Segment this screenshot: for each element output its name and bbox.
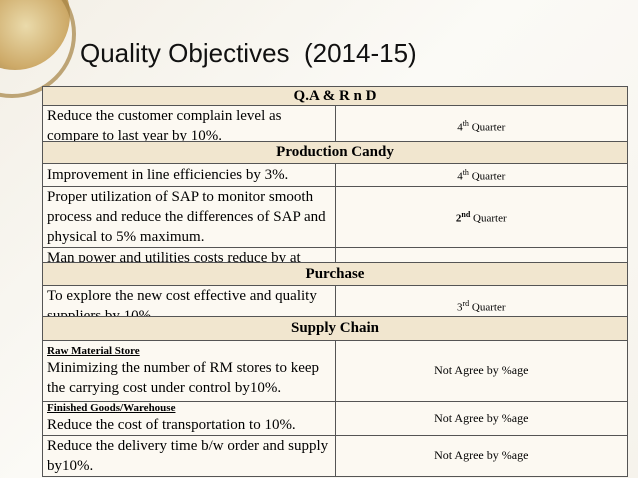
section-header: Production Candy bbox=[42, 141, 628, 164]
status-word: Quarter bbox=[471, 301, 506, 314]
status-suffix: th bbox=[462, 119, 469, 129]
section-header-row: Supply Chain bbox=[42, 316, 628, 341]
objective-cell: Reduce the delivery time b/w order and s… bbox=[42, 435, 336, 477]
objective-cell: Finished Goods/Warehouse Reduce the cost … bbox=[42, 401, 336, 436]
status-cell: Not Agree by %age bbox=[334, 401, 628, 436]
objective-row: Proper utilization of SAP to monitor smo… bbox=[42, 186, 628, 248]
objective-text: Reduce the cost of transportation to 10%… bbox=[47, 417, 296, 433]
status-cell: 4th Quarter bbox=[334, 163, 628, 187]
objective-text: Proper utilization of SAP to monitor smo… bbox=[47, 189, 326, 245]
status-suffix: th bbox=[462, 168, 469, 178]
section-header-row: Q.A & R n D bbox=[42, 86, 628, 106]
status-number: 4 bbox=[457, 121, 463, 134]
objective-row: Reduce the customer complain level as co… bbox=[42, 105, 628, 147]
objective-cell: Raw Material Store Minimizing the number … bbox=[42, 340, 336, 402]
objective-cell: Proper utilization of SAP to monitor smo… bbox=[42, 186, 336, 248]
objective-label: Raw Material Store bbox=[47, 344, 140, 357]
objective-text: Reduce the customer complain level as co… bbox=[47, 108, 282, 144]
status-number: 3 bbox=[456, 301, 463, 314]
objective-row: Finished Goods/Warehouse Reduce the cost … bbox=[42, 401, 628, 436]
objective-cell: Improvement in line efficiencies by 3%. bbox=[42, 163, 336, 187]
objective-text: Minimizing the number of RM stores to ke… bbox=[47, 359, 320, 396]
status-number: 4 bbox=[457, 170, 463, 183]
status-word: Quarter bbox=[471, 121, 506, 134]
section-header: Q.A & R n D bbox=[42, 86, 628, 106]
status-word: Quarter bbox=[473, 212, 507, 225]
status-cell: 2nd Quarter bbox=[334, 186, 628, 248]
section-header-row: Purchase bbox=[42, 262, 628, 286]
section-header-row: Production Candy bbox=[42, 141, 628, 164]
status-text: Not Agree by %age bbox=[434, 363, 529, 377]
status-number: 2 bbox=[455, 212, 462, 225]
objective-label: Finished Goods/Warehouse bbox=[47, 402, 176, 414]
objective-text: Reduce the delivery time b/w order and s… bbox=[47, 438, 329, 474]
status-cell: Not Agree by %age bbox=[334, 435, 628, 477]
objective-text: Improvement in line efficiencies by 3%. bbox=[47, 167, 289, 183]
status-word: Quarter bbox=[471, 170, 506, 183]
status-suffix: rd bbox=[462, 299, 470, 309]
status-text: Not Agree by %age bbox=[434, 410, 529, 425]
section-header: Supply Chain bbox=[42, 316, 628, 341]
status-cell: Not Agree by %age bbox=[334, 340, 628, 402]
objective-row: Reduce the delivery time b/w order and s… bbox=[42, 435, 628, 477]
objective-cell: Reduce the customer complain level as co… bbox=[42, 105, 336, 147]
section-header: Purchase bbox=[42, 262, 628, 286]
status-text: Not Agree by %age bbox=[434, 448, 529, 462]
slide-title: Quality Objectives (2014-15) bbox=[80, 38, 417, 68]
objective-row: Raw Material Store Minimizing the number … bbox=[42, 340, 628, 402]
objective-row: Improvement in line efficiencies by 3%. 4… bbox=[42, 163, 628, 187]
globe-stand bbox=[0, 0, 76, 98]
section-table: Q.A & R n D Reduce the customer complain … bbox=[42, 86, 628, 147]
section-table: Supply Chain Raw Material Store Minimizing… bbox=[42, 316, 628, 477]
status-suffix: nd bbox=[461, 210, 471, 220]
